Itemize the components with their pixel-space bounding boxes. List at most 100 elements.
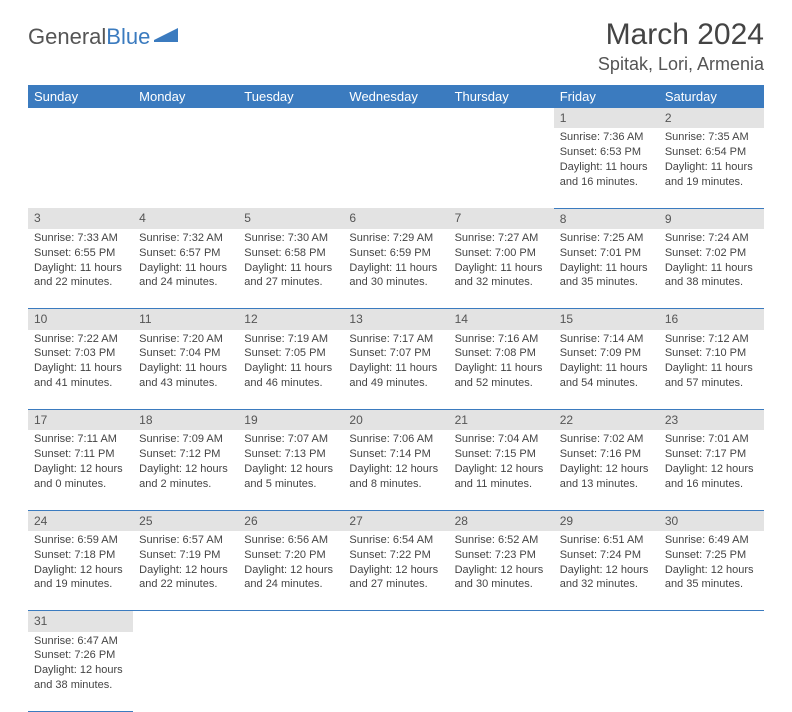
detail-line: Sunrise: 6:59 AM	[34, 533, 127, 548]
day-number-cell	[554, 611, 659, 632]
detail-line: Daylight: 12 hours	[34, 663, 127, 678]
detail-line: Daylight: 12 hours	[139, 462, 232, 477]
detail-line: Daylight: 12 hours	[34, 563, 127, 578]
detail-line: Sunset: 7:25 PM	[665, 548, 758, 563]
day-detail-cell: Sunrise: 6:57 AMSunset: 7:19 PMDaylight:…	[133, 531, 238, 611]
detail-line: and 8 minutes.	[349, 477, 442, 492]
day-detail-cell: Sunrise: 7:29 AMSunset: 6:59 PMDaylight:…	[343, 229, 448, 309]
weekday-header: Friday	[554, 85, 659, 108]
detail-line: Sunset: 7:07 PM	[349, 346, 442, 361]
day-detail-cell	[659, 632, 764, 712]
detail-line: Sunrise: 7:32 AM	[139, 231, 232, 246]
detail-line: Sunrise: 7:06 AM	[349, 432, 442, 447]
day-detail-cell: Sunrise: 7:36 AMSunset: 6:53 PMDaylight:…	[554, 128, 659, 208]
day-detail-cell: Sunrise: 7:12 AMSunset: 7:10 PMDaylight:…	[659, 330, 764, 410]
day-detail-cell: Sunrise: 7:30 AMSunset: 6:58 PMDaylight:…	[238, 229, 343, 309]
detail-line: Sunset: 7:26 PM	[34, 648, 127, 663]
detail-line: Daylight: 11 hours	[560, 160, 653, 175]
day-number-cell	[343, 611, 448, 632]
day-number-cell: 4	[133, 208, 238, 229]
detail-line: Sunrise: 7:33 AM	[34, 231, 127, 246]
detail-line: Sunrise: 7:09 AM	[139, 432, 232, 447]
detail-line: and 27 minutes.	[244, 275, 337, 290]
detail-line: Sunset: 7:09 PM	[560, 346, 653, 361]
day-detail-cell	[449, 632, 554, 712]
detail-line: and 32 minutes.	[455, 275, 548, 290]
day-detail-cell	[343, 632, 448, 712]
weekday-header: Saturday	[659, 85, 764, 108]
detail-line: Sunrise: 7:01 AM	[665, 432, 758, 447]
weekday-header: Wednesday	[343, 85, 448, 108]
detail-line: Daylight: 11 hours	[665, 361, 758, 376]
detail-line: Sunset: 7:22 PM	[349, 548, 442, 563]
calendar-body: 12Sunrise: 7:36 AMSunset: 6:53 PMDayligh…	[28, 108, 764, 712]
day-number-cell: 19	[238, 410, 343, 431]
detail-line: Daylight: 11 hours	[455, 361, 548, 376]
detail-line: and 19 minutes.	[34, 577, 127, 592]
day-number-cell: 26	[238, 510, 343, 531]
detail-line: and 19 minutes.	[665, 175, 758, 190]
detail-line: Sunset: 7:03 PM	[34, 346, 127, 361]
day-detail-cell: Sunrise: 7:16 AMSunset: 7:08 PMDaylight:…	[449, 330, 554, 410]
detail-line: and 16 minutes.	[560, 175, 653, 190]
day-number-cell: 30	[659, 510, 764, 531]
detail-line: Sunset: 7:14 PM	[349, 447, 442, 462]
detail-line: Daylight: 11 hours	[349, 261, 442, 276]
day-number-cell: 25	[133, 510, 238, 531]
calendar-table: SundayMondayTuesdayWednesdayThursdayFrid…	[28, 85, 764, 712]
detail-line: Daylight: 11 hours	[139, 361, 232, 376]
day-detail-cell	[449, 128, 554, 208]
detail-line: and 43 minutes.	[139, 376, 232, 391]
day-detail-cell: Sunrise: 7:19 AMSunset: 7:05 PMDaylight:…	[238, 330, 343, 410]
day-number-cell: 13	[343, 309, 448, 330]
detail-line: Sunset: 7:00 PM	[455, 246, 548, 261]
detail-line: Sunset: 7:19 PM	[139, 548, 232, 563]
day-detail-cell: Sunrise: 7:33 AMSunset: 6:55 PMDaylight:…	[28, 229, 133, 309]
detail-line: Sunset: 7:01 PM	[560, 246, 653, 261]
detail-line: Sunset: 6:57 PM	[139, 246, 232, 261]
day-number-cell	[28, 108, 133, 128]
day-number-row: 24252627282930	[28, 510, 764, 531]
day-number-cell	[449, 611, 554, 632]
header: GeneralBlue March 2024 Spitak, Lori, Arm…	[28, 18, 764, 75]
detail-line: and 57 minutes.	[665, 376, 758, 391]
detail-line: Sunrise: 7:24 AM	[665, 231, 758, 246]
detail-line: Sunset: 7:10 PM	[665, 346, 758, 361]
detail-line: Sunrise: 6:47 AM	[34, 634, 127, 649]
weekday-header: Monday	[133, 85, 238, 108]
detail-line: and 54 minutes.	[560, 376, 653, 391]
detail-line: Sunset: 7:08 PM	[455, 346, 548, 361]
day-number-cell: 9	[659, 208, 764, 229]
detail-line: and 0 minutes.	[34, 477, 127, 492]
day-detail-cell: Sunrise: 7:04 AMSunset: 7:15 PMDaylight:…	[449, 430, 554, 510]
day-detail-cell: Sunrise: 7:27 AMSunset: 7:00 PMDaylight:…	[449, 229, 554, 309]
detail-line: Sunrise: 6:54 AM	[349, 533, 442, 548]
day-number-row: 17181920212223	[28, 410, 764, 431]
day-number-cell: 22	[554, 410, 659, 431]
day-number-cell: 28	[449, 510, 554, 531]
day-detail-cell: Sunrise: 6:56 AMSunset: 7:20 PMDaylight:…	[238, 531, 343, 611]
detail-line: Sunrise: 6:56 AM	[244, 533, 337, 548]
day-number-cell	[449, 108, 554, 128]
day-detail-row: Sunrise: 7:11 AMSunset: 7:11 PMDaylight:…	[28, 430, 764, 510]
detail-line: Sunset: 6:54 PM	[665, 145, 758, 160]
detail-line: Sunrise: 7:27 AM	[455, 231, 548, 246]
detail-line: Daylight: 12 hours	[455, 462, 548, 477]
detail-line: Daylight: 11 hours	[665, 261, 758, 276]
detail-line: Sunrise: 7:17 AM	[349, 332, 442, 347]
day-number-cell: 3	[28, 208, 133, 229]
detail-line: Daylight: 12 hours	[244, 563, 337, 578]
detail-line: Sunrise: 7:30 AM	[244, 231, 337, 246]
day-number-cell: 27	[343, 510, 448, 531]
day-number-cell: 24	[28, 510, 133, 531]
day-number-row: 3456789	[28, 208, 764, 229]
day-detail-cell: Sunrise: 6:51 AMSunset: 7:24 PMDaylight:…	[554, 531, 659, 611]
day-detail-row: Sunrise: 6:47 AMSunset: 7:26 PMDaylight:…	[28, 632, 764, 712]
detail-line: Sunrise: 7:36 AM	[560, 130, 653, 145]
weekday-header: Sunday	[28, 85, 133, 108]
day-number-cell	[238, 611, 343, 632]
day-detail-cell: Sunrise: 6:49 AMSunset: 7:25 PMDaylight:…	[659, 531, 764, 611]
detail-line: and 16 minutes.	[665, 477, 758, 492]
detail-line: Sunset: 6:55 PM	[34, 246, 127, 261]
detail-line: Sunset: 6:59 PM	[349, 246, 442, 261]
